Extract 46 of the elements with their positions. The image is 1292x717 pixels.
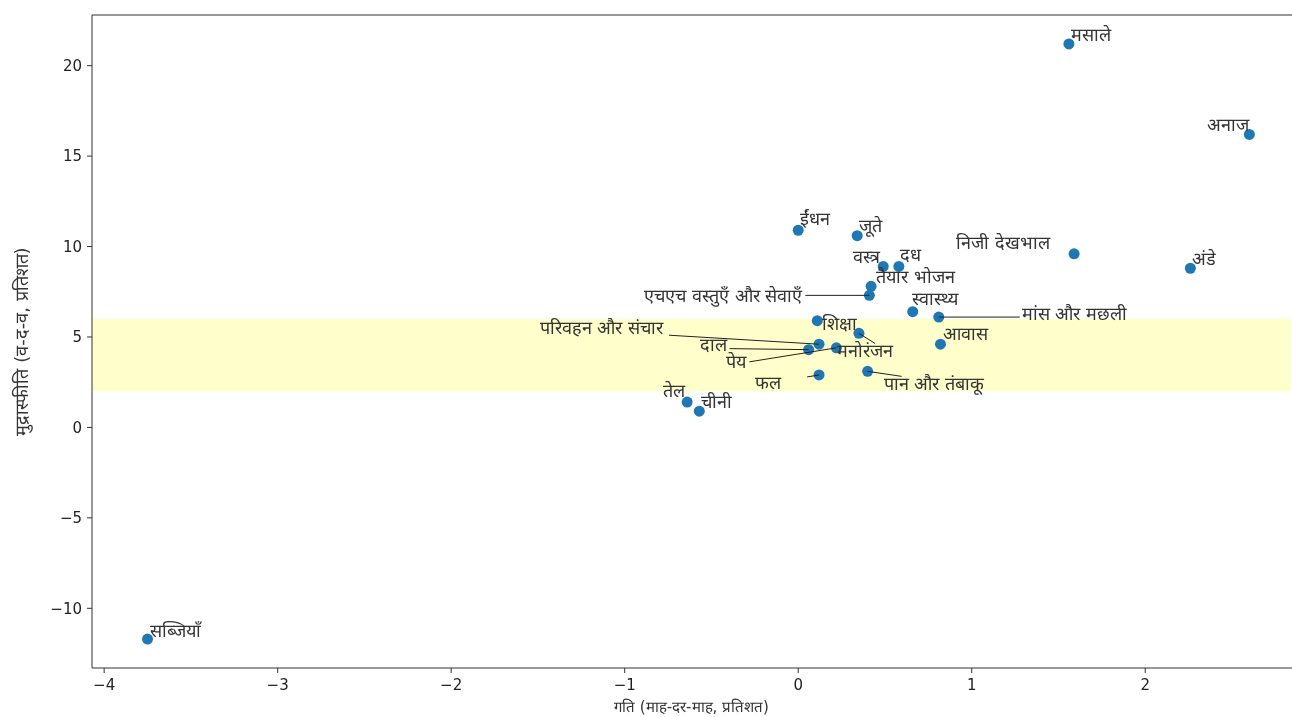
annotation: शिक्षा	[822, 312, 858, 334]
annotation: वस्त्र	[853, 246, 882, 268]
y-tick-label: 20	[62, 56, 82, 75]
point	[1068, 248, 1080, 260]
annotation: दाल	[699, 333, 728, 355]
annotation: निजी देखभाल	[956, 231, 1052, 253]
x-axis-title: गति (माह-दर-माह, प्रतिशत)	[614, 698, 769, 716]
annotation: अंडे	[1192, 248, 1217, 270]
annotation: मांस और मछली	[1021, 303, 1128, 325]
x-tick-label: −1	[613, 676, 636, 694]
annotation: स्वास्थ्य	[911, 287, 959, 309]
annotation: मसाले	[1070, 23, 1112, 45]
point	[811, 315, 823, 327]
y-tick-label: 0	[72, 418, 82, 437]
point	[681, 396, 693, 408]
x-tick-label: 2	[1140, 676, 1151, 694]
y-axis-title: मुद्रास्फीति (व-द-व, प्रतिशत)	[11, 247, 33, 436]
x-tick-label: 0	[793, 676, 803, 694]
point	[863, 289, 875, 301]
annotation: परिवहन और संचार	[539, 317, 665, 339]
y-tick-label: 5	[72, 328, 82, 347]
y-tick-label: 10	[62, 237, 82, 256]
point	[907, 306, 919, 318]
point	[935, 338, 946, 350]
y-tick-label: −10	[50, 599, 82, 618]
annotation: ईंधन	[800, 208, 832, 230]
annotation: एचएच वस्तुएँ और सेवाएँ	[644, 285, 804, 308]
y-tick-label: 15	[62, 147, 82, 166]
annotation: सब्जियाँ	[149, 620, 202, 642]
annotation: जूते	[859, 214, 884, 237]
x-tick-label: −4	[93, 676, 116, 694]
annotation: अनाज	[1207, 114, 1251, 136]
annotation: तैयार भोजन	[876, 266, 956, 288]
annotation: मनोरंजन	[836, 340, 894, 362]
annotation: आवास	[943, 323, 990, 345]
x-tick-label: −2	[440, 676, 463, 694]
annotation: पान और तंबाकू	[883, 373, 986, 396]
annotation: पेय	[726, 350, 748, 372]
x-tick-label: 1	[966, 676, 977, 694]
point	[862, 365, 874, 377]
annotation: दध	[899, 244, 922, 266]
x-tick-label: −3	[266, 676, 289, 694]
y-tick-label: −5	[59, 509, 82, 528]
annotation: तेल	[663, 380, 687, 402]
annotation: चीनी	[701, 391, 733, 413]
annotation: फल	[755, 371, 783, 393]
